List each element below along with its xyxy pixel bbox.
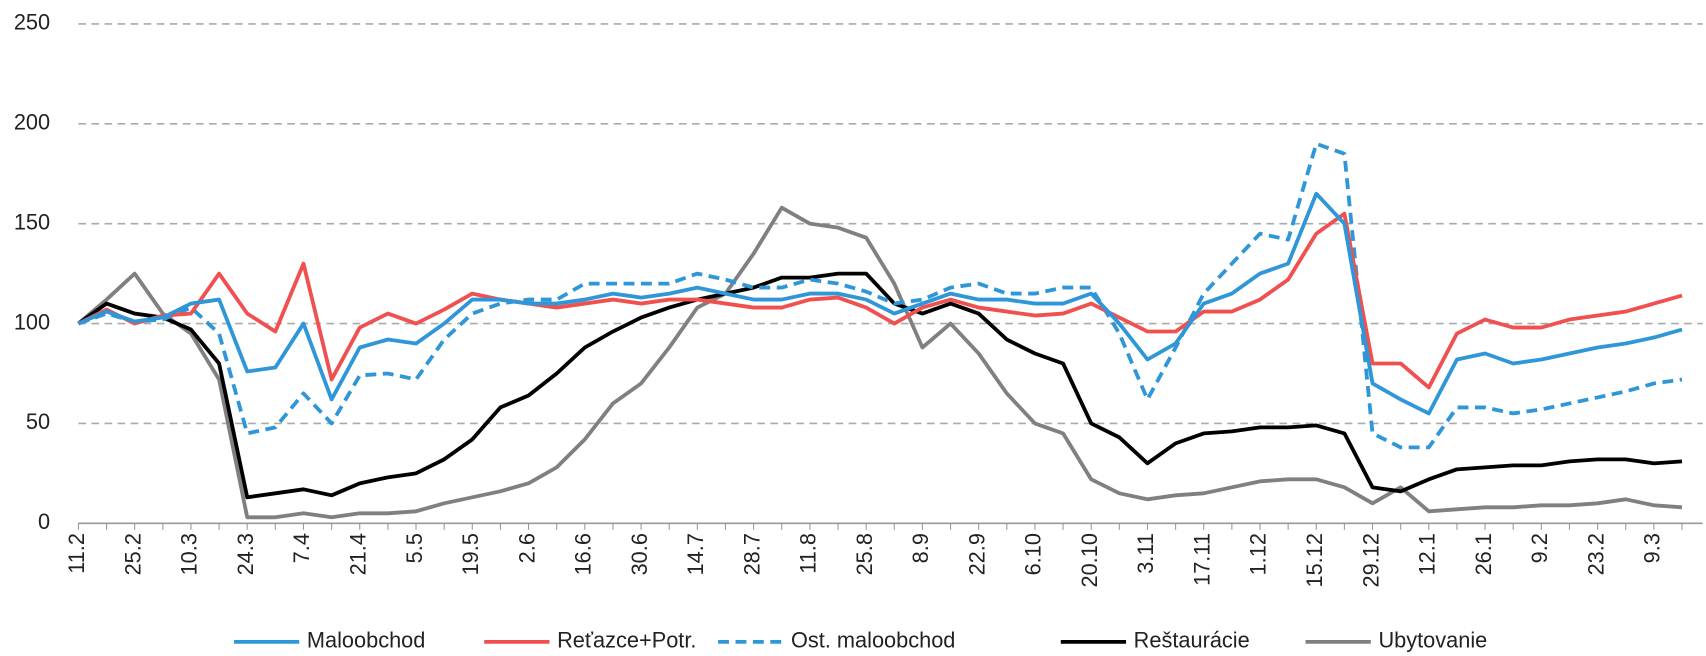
x-tick-label: 10.3 <box>177 533 202 575</box>
legend-label: Reťazce+Potr. <box>557 628 696 653</box>
x-tick-label: 5.5 <box>402 533 427 563</box>
x-tick-label: 9.2 <box>1527 533 1552 563</box>
series-line <box>77 141 1683 450</box>
legend-label: Reštaurácie <box>1134 628 1250 653</box>
legend-label: Ubytovanie <box>1378 628 1487 653</box>
legend-label: Maloobchod <box>307 628 426 653</box>
y-tick-label: 200 <box>14 110 50 135</box>
x-tick-label: 6.10 <box>1021 533 1046 575</box>
x-tick-label: 3.11 <box>1133 533 1158 574</box>
y-tick-label: 250 <box>14 10 50 35</box>
x-tick-label: 11.2 <box>64 533 89 574</box>
series-line <box>77 205 1683 520</box>
y-tick-label: 0 <box>38 509 50 534</box>
x-tick-label: 29.12 <box>1358 533 1383 587</box>
series-line <box>77 211 1683 390</box>
x-tick-label: 1.12 <box>1246 533 1271 575</box>
x-tick-label: 30.6 <box>627 533 652 575</box>
x-tick-label: 12.1 <box>1415 533 1440 575</box>
y-tick-label: 150 <box>14 209 50 234</box>
series-line <box>77 271 1683 500</box>
x-tick-label: 2.6 <box>514 533 539 563</box>
x-tick-label: 22.9 <box>964 533 989 575</box>
y-tick-label: 100 <box>14 309 50 334</box>
x-tick-label: 26.1 <box>1471 533 1496 575</box>
x-tick-label: 23.2 <box>1583 533 1608 575</box>
x-tick-label: 25.2 <box>120 533 145 575</box>
x-tick-label: 20.10 <box>1077 533 1102 587</box>
x-tick-label: 19.5 <box>458 533 483 575</box>
x-tick-label: 28.7 <box>739 533 764 575</box>
x-tick-label: 15.12 <box>1302 533 1327 587</box>
x-tick-label: 8.9 <box>908 533 933 563</box>
x-tick-label: 25.8 <box>852 533 877 575</box>
x-tick-label: 16.6 <box>571 533 596 575</box>
series-line <box>77 191 1683 416</box>
y-tick-label: 50 <box>26 409 50 434</box>
x-tick-label: 24.3 <box>233 533 258 575</box>
x-tick-label: 17.11 <box>1189 533 1214 586</box>
x-tick-label: 9.3 <box>1640 533 1665 563</box>
x-tick-label: 11.8 <box>796 533 821 574</box>
x-tick-label: 14.7 <box>683 533 708 575</box>
x-tick-label: 21.4 <box>345 533 370 575</box>
legend-label: Ost. maloobchod <box>791 628 955 653</box>
x-tick-label: 7.4 <box>289 533 314 563</box>
